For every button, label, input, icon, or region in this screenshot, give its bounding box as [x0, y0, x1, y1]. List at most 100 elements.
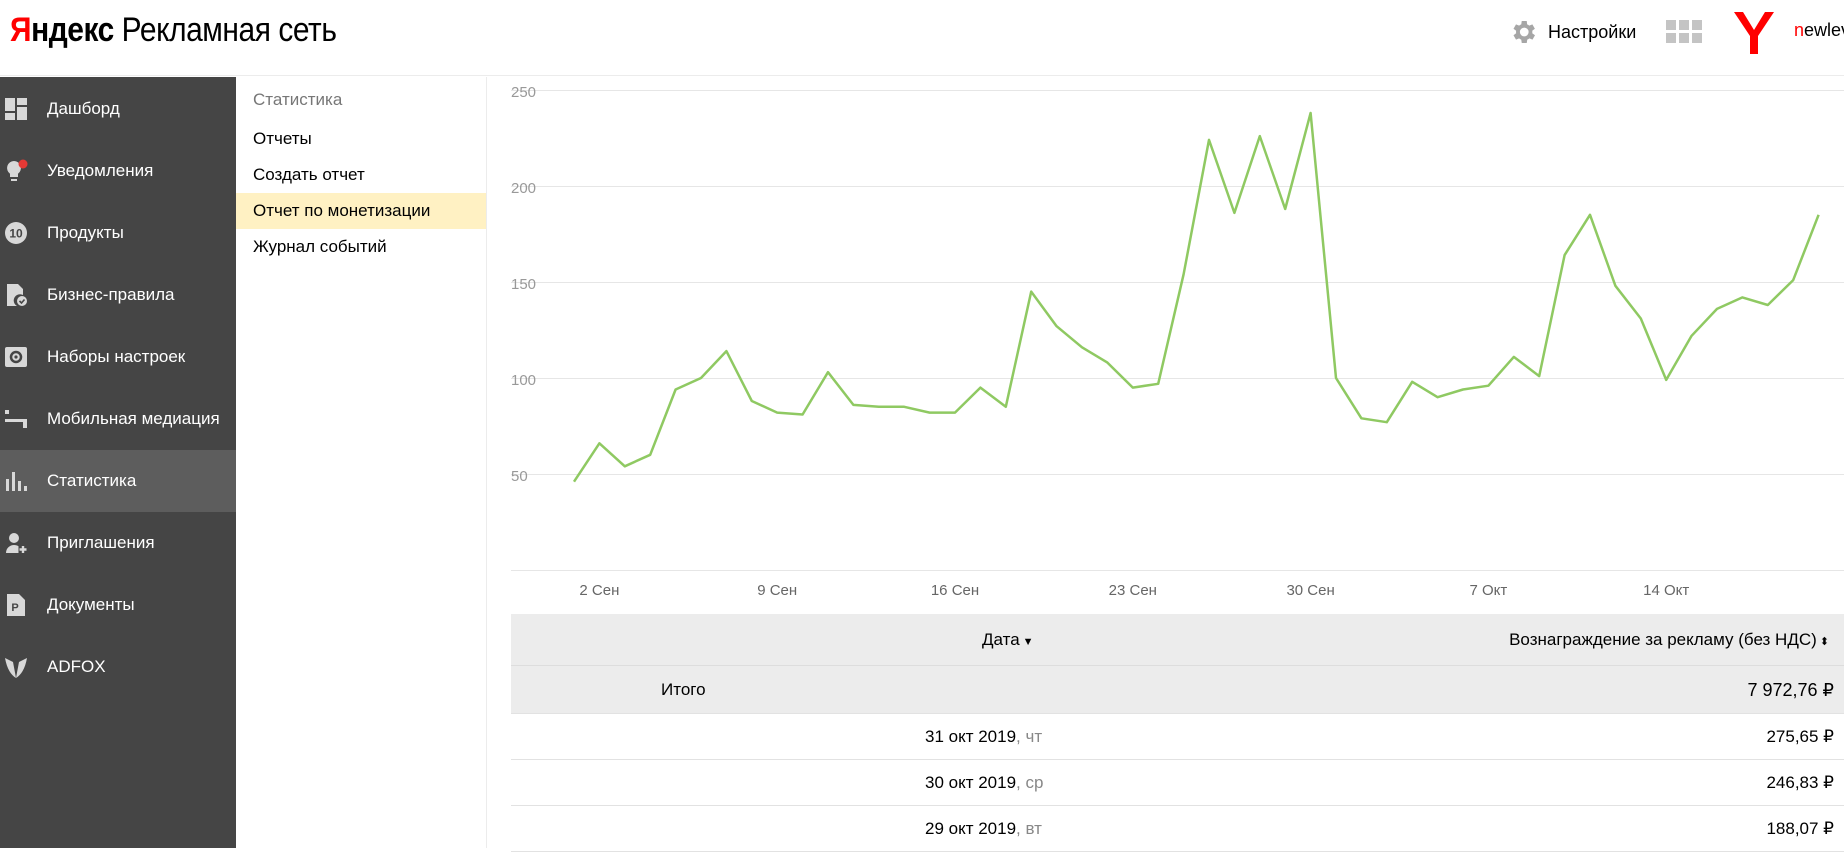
gear-icon	[1513, 21, 1535, 43]
chart-data-point	[1664, 378, 1668, 382]
sidebar-item-products[interactable]: 10 Продукты	[0, 202, 236, 264]
chart-data-point	[1766, 303, 1770, 307]
chart-y-tick-label: 200	[511, 180, 536, 197]
sidebar-item-adfox[interactable]: ADFOX	[0, 636, 236, 698]
row-date: 30 окт 2019, ср	[925, 773, 1049, 793]
chart-x-tick-label: 23 Сен	[1109, 582, 1157, 599]
invite-icon	[6, 533, 27, 553]
row-reward: 275,65 ₽	[1766, 727, 1834, 746]
chart-data-point	[1690, 334, 1694, 338]
sidebar-item-documents[interactable]: P Документы	[0, 574, 236, 636]
chart-data-point	[953, 411, 957, 415]
settings-button[interactable]: Настройки	[1508, 16, 1636, 48]
chart-series-line	[572, 111, 1820, 483]
sidebar: Дашборд Уведомления 10 Продукты Бизнес-п…	[0, 77, 236, 848]
apps-grid-icon[interactable]	[1666, 20, 1702, 44]
chart-data-point	[801, 412, 805, 416]
user-login-rest: ewlev	[1804, 20, 1844, 40]
settings-label: Настройки	[1548, 21, 1637, 42]
sidebar-item-label: Мобильная медиация	[47, 409, 220, 428]
row-date-value: 29 окт 2019	[925, 819, 1017, 838]
chart-x-tick-label: 30 Сен	[1286, 582, 1334, 599]
logo-product: Рекламная сеть	[121, 11, 337, 49]
chart-data-point	[1309, 111, 1313, 115]
chart-data-point	[1283, 207, 1287, 211]
stats-icon	[6, 472, 27, 491]
chart-data-point	[1385, 420, 1389, 424]
chart-data-point	[1258, 134, 1262, 138]
chart-data-point	[1080, 345, 1084, 349]
table-row: 29 окт 2019, вт 188,07 ₽	[511, 806, 1844, 852]
sort-desc-icon: ▼	[1022, 636, 1034, 648]
yandex-logo[interactable]: Яндекс Рекламная сеть	[10, 8, 337, 52]
chart-data-point	[1359, 416, 1363, 420]
column-header-reward[interactable]: Вознаграждение за рекламу (без НДС) ⬍	[1509, 630, 1829, 650]
chart-data-point	[1512, 355, 1516, 359]
chart-data-point	[851, 403, 855, 407]
chart-y-tick-label: 50	[511, 468, 528, 485]
dashboard-icon	[5, 98, 27, 120]
chart-data-point	[1334, 376, 1338, 380]
sidebar-item-label: Наборы настроек	[47, 347, 186, 366]
settings-set-icon	[5, 347, 27, 367]
revenue-chart: 50 100 150 200 250 2 Сен 9 Сен 16 Сен 23 Сен 30 С…	[487, 77, 1844, 607]
sidebar-item-label: Приглашения	[47, 533, 155, 552]
chart-data-point	[775, 411, 779, 415]
chart-data-point	[1105, 361, 1109, 365]
column-header-date[interactable]: Дата ▼	[982, 630, 1034, 650]
svg-text:10: 10	[9, 227, 23, 241]
chart-x-tick-label: 2 Сен	[579, 582, 619, 599]
row-date-value: 31 окт 2019	[925, 727, 1017, 746]
chart-data-point	[1639, 316, 1643, 320]
chart-data-point	[674, 388, 678, 392]
chart-y-tick-label: 150	[511, 276, 536, 293]
sidebar-item-mobile-mediation[interactable]: Мобильная медиация	[0, 388, 236, 450]
submenu-item-monetization-report[interactable]: Отчет по монетизации	[236, 193, 486, 229]
chart-x-tick-label: 14 Окт	[1643, 582, 1689, 599]
chart-data-point	[1563, 253, 1567, 257]
documents-icon: P	[7, 594, 25, 616]
chart-x-tick-label: 9 Сен	[757, 582, 797, 599]
column-header-reward-label: Вознаграждение за рекламу (без НДС)	[1509, 630, 1817, 649]
chart-data-point	[1232, 211, 1236, 215]
statistics-submenu: Статистика Отчеты Создать отчет Отчет по…	[236, 77, 487, 848]
chart-data-point	[1004, 405, 1008, 409]
chart-data-point	[1156, 382, 1160, 386]
sidebar-item-dashboard[interactable]: Дашборд	[0, 78, 236, 140]
chart-data-point	[648, 453, 652, 457]
column-header-date-label: Дата	[982, 630, 1020, 649]
chart-data-point	[699, 376, 703, 380]
sidebar-item-label: Дашборд	[47, 99, 120, 118]
row-date: 29 окт 2019, вт	[925, 819, 1049, 839]
sidebar-item-settings-sets[interactable]: Наборы настроек	[0, 326, 236, 388]
sidebar-item-statistics[interactable]: Статистика	[0, 450, 236, 512]
chart-data-point	[572, 480, 576, 484]
sidebar-item-invitations[interactable]: Приглашения	[0, 512, 236, 574]
chart-data-point	[1715, 307, 1719, 311]
table-row: 30 окт 2019, ср 246,83 ₽	[511, 760, 1844, 806]
submenu-item-event-log[interactable]: Журнал событий	[253, 237, 387, 256]
chart-y-tick-label: 100	[511, 372, 536, 389]
row-weekday: , вт	[1016, 819, 1042, 838]
chart-y-tick-label: 250	[511, 84, 536, 101]
sidebar-item-label: Документы	[47, 595, 135, 614]
products-icon: 10	[5, 222, 27, 244]
sidebar-item-business-rules[interactable]: Бизнес-правила	[0, 264, 236, 326]
revenue-line-chart: 50 100 150 200 250 2 Сен 9 Сен 16 Сен 23 Сен 30 С…	[511, 84, 1844, 599]
yandex-y-icon[interactable]	[1732, 10, 1776, 56]
row-date-value: 30 окт 2019	[925, 773, 1017, 792]
sidebar-item-label: Статистика	[47, 471, 137, 490]
submenu-item-create-report[interactable]: Создать отчет	[253, 165, 365, 184]
mediation-icon	[5, 410, 27, 428]
row-date: 31 окт 2019, чт	[925, 727, 1049, 747]
chart-data-point	[978, 386, 982, 390]
user-login[interactable]: newlev	[1794, 20, 1844, 41]
row-reward: 188,07 ₽	[1766, 819, 1834, 838]
chart-data-point	[750, 399, 754, 403]
user-login-first: n	[1794, 20, 1805, 40]
total-label: Итого	[661, 680, 706, 699]
chart-data-point	[597, 441, 601, 445]
chart-data-point	[1613, 284, 1617, 288]
submenu-item-reports[interactable]: Отчеты	[253, 129, 312, 148]
sidebar-item-notifications[interactable]: Уведомления	[0, 140, 236, 202]
